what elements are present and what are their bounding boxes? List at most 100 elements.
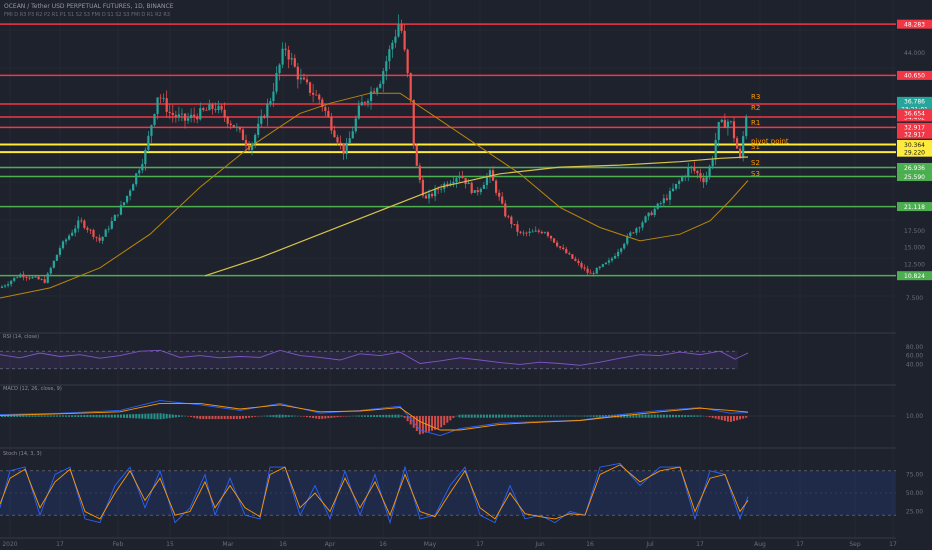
candle-body-150 (458, 176, 461, 179)
candle-body-54 (165, 98, 168, 112)
candle-body-13 (40, 279, 43, 281)
macd-hist-bar-111 (339, 416, 342, 417)
macd-hist-bar-114 (348, 415, 351, 417)
candle-body-87 (266, 103, 269, 118)
candle-body-135 (412, 99, 415, 146)
macd-hist-bar-228 (696, 415, 699, 417)
candle-body-162 (495, 180, 498, 193)
macd-hist-bar-152 (464, 414, 467, 418)
candle-body-139 (424, 195, 428, 199)
candle-body-116 (354, 118, 357, 132)
macd-hist-bar-242 (739, 416, 742, 420)
candle-body-132 (403, 30, 406, 50)
candle-body-188 (574, 258, 577, 261)
candle-body-241 (735, 138, 739, 149)
candle-body-202 (617, 251, 620, 257)
macd-hist-bar-51 (156, 413, 159, 420)
candle-body-20 (61, 241, 65, 249)
candle-body-67 (205, 109, 208, 111)
macd-hist-bar-236 (720, 416, 723, 421)
macd-hist-bar-41 (126, 414, 129, 418)
x-tick-2: Feb (113, 541, 124, 548)
macd-hist-bar-125 (382, 414, 385, 418)
candle-body-102 (312, 92, 315, 95)
candle-body-32 (98, 237, 101, 241)
x-tick-11: 16 (586, 541, 594, 548)
x-tick-0: 2020 (2, 541, 17, 548)
candle-body-9 (28, 277, 31, 279)
macd-hist-bar-39 (119, 414, 122, 418)
candle-body-244 (745, 116, 748, 137)
candle-body-15 (46, 273, 49, 283)
macd-hist-bar-12 (37, 415, 40, 417)
macd-hist-bar-192 (586, 415, 589, 417)
ma-long-line (204, 156, 749, 277)
candle-body-35 (107, 228, 110, 230)
x-tick-7: 16 (379, 541, 387, 548)
macd-hist-bar-133 (406, 416, 409, 422)
macd-hist-bar-97 (296, 415, 299, 417)
candle-body-134 (409, 73, 412, 100)
candle-body-100 (305, 79, 309, 83)
candle-body-4 (13, 277, 16, 281)
candle-body-38 (116, 214, 119, 216)
macd-tick-0: 10.00 (906, 413, 923, 420)
pivot-label-0: R3 (751, 93, 760, 101)
candle-body-196 (598, 266, 601, 269)
x-tick-5: 16 (279, 541, 287, 548)
macd-hist-bar-110 (336, 416, 339, 418)
macd-hist-bar-232 (708, 416, 711, 418)
macd-hist-bar-158 (482, 414, 485, 418)
candle-body-40 (122, 202, 126, 206)
candle-body-88 (269, 101, 272, 104)
candle-body-164 (501, 196, 504, 204)
candle-body-155 (473, 190, 476, 193)
macd-hist-bar-168 (513, 414, 516, 418)
macd-hist-bar-5 (16, 415, 19, 417)
candle-body-8 (25, 277, 28, 279)
candle-body-220 (671, 188, 675, 191)
macd-hist-bar-235 (717, 416, 720, 420)
macd-hist-bar-58 (177, 415, 180, 417)
candle-body-143 (437, 188, 440, 190)
candle-body-24 (74, 228, 77, 233)
price-badge-0 (897, 96, 932, 106)
candle-body-21 (64, 239, 68, 242)
macd-hist-bar-8 (25, 415, 28, 417)
macd-hist-bar-47 (144, 413, 147, 419)
candle-body-146 (446, 183, 449, 186)
candle-body-97 (296, 66, 299, 80)
candle-body-156 (476, 190, 479, 193)
macd-hist-bar-95 (290, 415, 293, 417)
level-badge-label-9: 21.118 (904, 204, 925, 211)
macd-hist-bar-10 (31, 415, 34, 417)
candle-body-195 (595, 268, 598, 274)
macd-hist-bar-214 (653, 414, 656, 418)
candle-body-56 (171, 112, 174, 116)
candle-body-121 (369, 91, 373, 101)
price-badge-2 (897, 108, 932, 118)
level-badge-5 (897, 139, 932, 149)
macd-hist-bar-87 (266, 415, 269, 417)
candle-body-103 (315, 94, 318, 96)
macd-hist-bar-127 (388, 414, 391, 418)
macd-hist-bar-6 (19, 415, 22, 417)
candles (0, 14, 748, 289)
macd-hist-bar-213 (650, 414, 653, 418)
macd-hist-bar-208 (635, 414, 638, 418)
candle-body-105 (321, 99, 324, 108)
macd-hist-bar-239 (729, 416, 732, 422)
candle-body-18 (55, 254, 58, 261)
macd-hist-bar-30 (92, 414, 95, 418)
macd-hist-bar-22 (68, 415, 71, 417)
level-badge-7 (897, 163, 932, 173)
indicator-bands (0, 350, 896, 516)
macd-hist-bar-184 (562, 415, 565, 417)
macd-hist-bar-42 (129, 414, 132, 419)
candle-body-99 (302, 77, 306, 80)
macd-hist-bar-115 (351, 415, 354, 417)
x-tick-1: 17 (56, 541, 64, 548)
candle-body-148 (452, 182, 455, 184)
macd-hist-bar-75 (229, 416, 232, 420)
